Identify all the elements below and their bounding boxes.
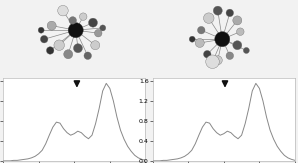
Circle shape	[69, 17, 77, 24]
Circle shape	[94, 30, 102, 37]
Circle shape	[233, 16, 242, 25]
Circle shape	[206, 55, 219, 68]
Circle shape	[64, 50, 73, 59]
Circle shape	[198, 26, 205, 34]
Circle shape	[204, 51, 211, 58]
Circle shape	[243, 47, 249, 53]
Circle shape	[91, 41, 100, 50]
Circle shape	[189, 36, 195, 42]
Circle shape	[89, 18, 97, 27]
Circle shape	[80, 13, 87, 20]
Circle shape	[100, 25, 106, 31]
Circle shape	[237, 28, 244, 35]
Circle shape	[84, 52, 91, 59]
Circle shape	[47, 21, 56, 30]
Circle shape	[38, 27, 44, 33]
Circle shape	[226, 52, 234, 59]
Circle shape	[204, 13, 214, 23]
Circle shape	[233, 41, 242, 50]
Circle shape	[226, 9, 234, 17]
Circle shape	[213, 6, 222, 15]
Circle shape	[195, 38, 204, 47]
Circle shape	[213, 56, 222, 65]
Circle shape	[41, 35, 48, 43]
Circle shape	[46, 47, 54, 54]
Circle shape	[74, 44, 83, 53]
Circle shape	[54, 40, 64, 51]
Circle shape	[68, 23, 83, 38]
Circle shape	[215, 32, 230, 47]
Circle shape	[58, 5, 68, 16]
